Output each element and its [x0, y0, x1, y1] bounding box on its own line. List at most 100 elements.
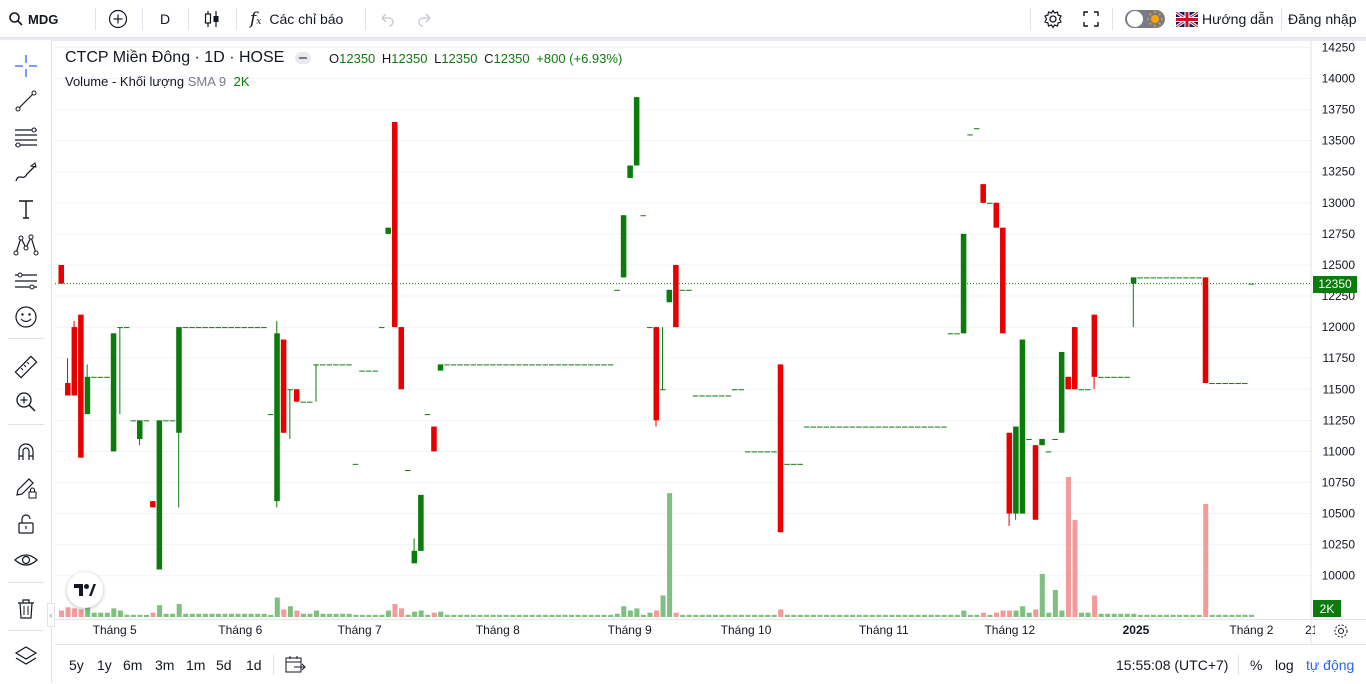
- candle-body: [221, 327, 228, 329]
- delete-drawings-tool[interactable]: [10, 593, 42, 625]
- volume-bar: [209, 613, 215, 617]
- time-axis[interactable]: Tháng 5 Tháng 6 Tháng 7 Tháng 8 Tháng 9 Tháng…: [55, 619, 1366, 641]
- volume-bar: [758, 614, 764, 617]
- brush-tool[interactable]: [10, 157, 42, 189]
- chart-type-button[interactable]: [202, 0, 222, 38]
- candle-body: [424, 414, 431, 416]
- search-icon: [9, 12, 23, 26]
- candle-body: [1006, 432, 1013, 514]
- language-guide-button[interactable]: Hướng dẫn: [1176, 0, 1273, 38]
- emoji-tool[interactable]: [10, 301, 42, 333]
- undo-icon: [381, 13, 394, 27]
- candle-body: [954, 333, 960, 335]
- fib-tool[interactable]: [10, 121, 42, 153]
- interval-button[interactable]: D: [160, 11, 171, 27]
- collapse-toolbar-button[interactable]: ‹: [47, 603, 55, 627]
- projection-tool[interactable]: [10, 265, 42, 297]
- candle-body: [398, 327, 405, 390]
- zoom-tool[interactable]: [10, 386, 42, 418]
- symbol-label: MDG: [28, 11, 59, 27]
- auto-scale-toggle[interactable]: tự động: [1306, 656, 1355, 673]
- trendline-tool[interactable]: [10, 85, 42, 117]
- unlock-tool[interactable]: [10, 508, 42, 540]
- undo-button[interactable]: [378, 0, 396, 38]
- chart-area[interactable]: 14250 14000 13750 13500 13250 13000 12750 12500…: [47, 41, 1366, 683]
- volume-bar: [274, 597, 280, 617]
- high-label: H: [381, 51, 392, 66]
- candle-body: [509, 364, 516, 366]
- volume-bar: [333, 613, 339, 617]
- candle-body: [555, 364, 561, 366]
- volume-bar: [922, 614, 928, 617]
- candle-body: [1196, 277, 1202, 279]
- candle-body: [646, 327, 653, 329]
- settings-button[interactable]: [1043, 0, 1063, 38]
- candle-body: [1137, 277, 1143, 279]
- clock-readout[interactable]: 15:55:08 (UTC+7): [1116, 656, 1229, 673]
- text-tool[interactable]: [10, 193, 42, 225]
- hide-drawings-tool[interactable]: [10, 544, 42, 576]
- range-1y[interactable]: 1y: [97, 656, 112, 673]
- candle-body: [503, 364, 509, 366]
- login-button[interactable]: Đăng nhập: [1288, 11, 1357, 27]
- pattern-tool[interactable]: [10, 229, 42, 261]
- candle-body: [385, 227, 391, 234]
- candle-body: [496, 364, 503, 366]
- volume-bar: [1216, 614, 1222, 617]
- volume-bar: [595, 614, 601, 617]
- volume-bar: [1157, 614, 1163, 617]
- volume-bar: [843, 614, 849, 617]
- volume-name: Volume - Khối lượng: [65, 74, 185, 89]
- indicators-label: Các chỉ báo: [269, 11, 344, 27]
- candle-body: [803, 426, 810, 428]
- percent-toggle[interactable]: %: [1250, 656, 1263, 673]
- candle-body: [470, 364, 476, 366]
- range-1d[interactable]: 1d: [246, 656, 262, 673]
- volume-bar: [314, 610, 320, 617]
- range-3m[interactable]: 3m: [155, 656, 175, 673]
- ruler-tool[interactable]: [10, 351, 42, 383]
- price-tick-label: 13000: [1322, 196, 1356, 210]
- legend-collapse-button[interactable]: [295, 52, 311, 64]
- candle-body: [300, 401, 306, 403]
- tradingview-logo[interactable]: [67, 572, 103, 608]
- volume-bar: [1085, 612, 1091, 617]
- candle-body: [1241, 383, 1248, 385]
- volume-bar: [183, 613, 189, 617]
- volume-bar: [935, 614, 941, 617]
- volume-bar: [529, 614, 535, 617]
- magnet-tool[interactable]: [10, 436, 42, 468]
- candle-body: [169, 420, 176, 422]
- compare-button[interactable]: [108, 0, 128, 38]
- candle-body: [280, 339, 287, 433]
- object-tree-tool[interactable]: [10, 640, 42, 672]
- goto-date-button[interactable]: [284, 645, 306, 684]
- range-5y[interactable]: 5y: [69, 656, 84, 673]
- candle-body: [1189, 277, 1196, 279]
- range-1m[interactable]: 1m: [186, 656, 206, 673]
- volume-bar: [523, 614, 529, 617]
- range-6m[interactable]: 6m: [123, 656, 143, 673]
- volume-bar: [457, 614, 463, 617]
- redo-button[interactable]: [416, 0, 434, 38]
- candle-body: [1150, 277, 1156, 279]
- candle-body: [823, 426, 830, 428]
- price-chart[interactable]: 14250 14000 13750 13500 13250 13000 12750 12500…: [55, 41, 1366, 644]
- volume-bar: [1190, 614, 1196, 617]
- axis-settings-button[interactable]: [1330, 621, 1352, 641]
- time-tick-label: Tháng 9: [607, 623, 652, 637]
- price-tick-label: 12500: [1322, 258, 1356, 272]
- symbol-search-button[interactable]: MDG: [8, 0, 58, 38]
- log-toggle[interactable]: log: [1275, 656, 1294, 673]
- fullscreen-button[interactable]: [1082, 0, 1100, 38]
- minus-icon: [299, 57, 307, 59]
- volume-bar: [157, 605, 163, 617]
- indicators-button[interactable]: fx Các chỉ báo: [250, 0, 343, 38]
- theme-toggle[interactable]: [1124, 0, 1166, 38]
- candle-body: [156, 420, 163, 570]
- chart-legend: CTCP Miền Đông · 1D · HOSE: [65, 49, 284, 67]
- volume-bar: [817, 614, 823, 617]
- range-5d[interactable]: 5d: [216, 656, 232, 673]
- lock-drawings-tool[interactable]: [10, 472, 42, 504]
- crosshair-tool[interactable]: [10, 50, 42, 82]
